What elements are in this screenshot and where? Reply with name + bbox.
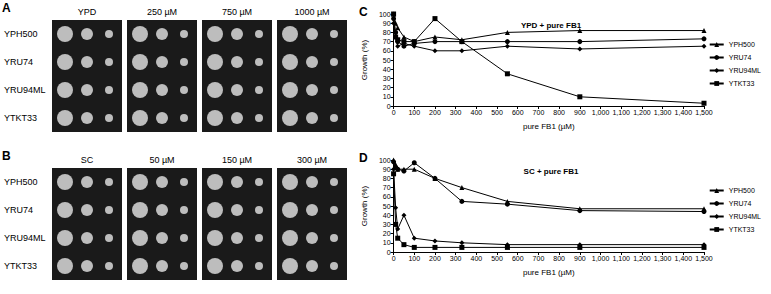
svg-text:300: 300 (450, 109, 462, 116)
svg-text:1,400: 1,400 (675, 255, 693, 262)
svg-text:100: 100 (408, 109, 420, 116)
svg-text:800: 800 (553, 109, 565, 116)
svg-text:50: 50 (383, 203, 391, 210)
svg-text:10: 10 (383, 93, 391, 100)
svg-text:pure FB1 (µM): pure FB1 (µM) (523, 268, 575, 277)
svg-text:YTKT33: YTKT33 (729, 80, 755, 87)
svg-text:100: 100 (408, 255, 420, 262)
svg-text:100: 100 (379, 157, 391, 164)
svg-text:20: 20 (383, 230, 391, 237)
svg-text:B: B (2, 149, 11, 163)
svg-text:YTKT33: YTKT33 (4, 113, 37, 123)
svg-text:YPH500: YPH500 (729, 41, 755, 48)
svg-text:70: 70 (383, 184, 391, 191)
svg-text:pure FB1 (µM): pure FB1 (µM) (523, 122, 575, 131)
svg-text:50 µM: 50 µM (149, 155, 174, 165)
svg-text:YRU94ML: YRU94ML (4, 85, 46, 95)
svg-text:0: 0 (387, 103, 391, 110)
svg-text:1,200: 1,200 (633, 255, 651, 262)
svg-text:80: 80 (383, 29, 391, 36)
svg-text:400: 400 (471, 109, 483, 116)
svg-text:80: 80 (383, 175, 391, 182)
svg-text:60: 60 (383, 193, 391, 200)
svg-text:YRU74: YRU74 (4, 57, 33, 67)
svg-text:60: 60 (383, 47, 391, 54)
svg-text:1,300: 1,300 (654, 255, 672, 262)
svg-text:YRU74: YRU74 (729, 200, 752, 207)
svg-text:1,000: 1,000 (592, 255, 610, 262)
svg-text:1,500: 1,500 (695, 109, 713, 116)
svg-text:500: 500 (491, 109, 503, 116)
svg-text:600: 600 (512, 109, 524, 116)
svg-text:30: 30 (383, 221, 391, 228)
svg-text:C: C (359, 5, 368, 19)
svg-text:YPH500: YPH500 (4, 177, 38, 187)
svg-text:300 µM: 300 µM (297, 155, 327, 165)
svg-text:1,500: 1,500 (695, 255, 713, 262)
svg-text:YTKT33: YTKT33 (4, 261, 37, 271)
svg-text:Growth (%): Growth (%) (360, 185, 369, 226)
svg-text:D: D (359, 151, 368, 165)
svg-text:400: 400 (471, 255, 483, 262)
svg-text:900: 900 (574, 109, 586, 116)
svg-text:600: 600 (512, 255, 524, 262)
svg-text:800: 800 (553, 255, 565, 262)
svg-text:30: 30 (383, 75, 391, 82)
svg-text:50: 50 (383, 57, 391, 64)
svg-text:20: 20 (383, 84, 391, 91)
svg-text:YPD + pure FB1: YPD + pure FB1 (521, 21, 582, 30)
svg-text:0: 0 (392, 109, 396, 116)
svg-text:40: 40 (383, 212, 391, 219)
svg-text:900: 900 (574, 255, 586, 262)
svg-text:700: 700 (533, 109, 545, 116)
svg-text:1,000: 1,000 (592, 109, 610, 116)
svg-text:YPD: YPD (78, 7, 97, 17)
svg-text:1,400: 1,400 (675, 109, 693, 116)
svg-text:Growth (%): Growth (%) (360, 39, 369, 80)
svg-text:90: 90 (383, 166, 391, 173)
svg-text:1,200: 1,200 (633, 109, 651, 116)
svg-text:150 µM: 150 µM (222, 155, 252, 165)
svg-text:750 µM: 750 µM (222, 7, 252, 17)
svg-text:SC: SC (81, 155, 94, 165)
svg-text:YPH500: YPH500 (729, 187, 755, 194)
svg-text:1,300: 1,300 (654, 109, 672, 116)
svg-text:1000 µM: 1000 µM (294, 7, 329, 17)
svg-text:1,100: 1,100 (612, 109, 630, 116)
svg-text:500: 500 (491, 255, 503, 262)
svg-text:0: 0 (387, 249, 391, 256)
svg-text:YRU74: YRU74 (729, 54, 752, 61)
svg-text:YRU74: YRU74 (4, 205, 33, 215)
svg-text:200: 200 (429, 109, 441, 116)
svg-text:YRU94ML: YRU94ML (729, 67, 761, 74)
svg-text:A: A (2, 1, 11, 15)
svg-text:250 µM: 250 µM (147, 7, 177, 17)
svg-text:100: 100 (379, 11, 391, 18)
svg-text:SC + pure FB1: SC + pure FB1 (524, 167, 579, 176)
svg-text:YRU94ML: YRU94ML (4, 233, 46, 243)
svg-text:40: 40 (383, 66, 391, 73)
svg-text:YRU94ML: YRU94ML (729, 213, 761, 220)
svg-text:YPH500: YPH500 (4, 29, 38, 39)
svg-text:YTKT33: YTKT33 (729, 226, 755, 233)
svg-text:10: 10 (383, 239, 391, 246)
svg-text:1,100: 1,100 (612, 255, 630, 262)
svg-text:0: 0 (392, 255, 396, 262)
svg-text:700: 700 (533, 255, 545, 262)
svg-text:200: 200 (429, 255, 441, 262)
svg-text:70: 70 (383, 38, 391, 45)
svg-text:90: 90 (383, 20, 391, 27)
svg-text:300: 300 (450, 255, 462, 262)
